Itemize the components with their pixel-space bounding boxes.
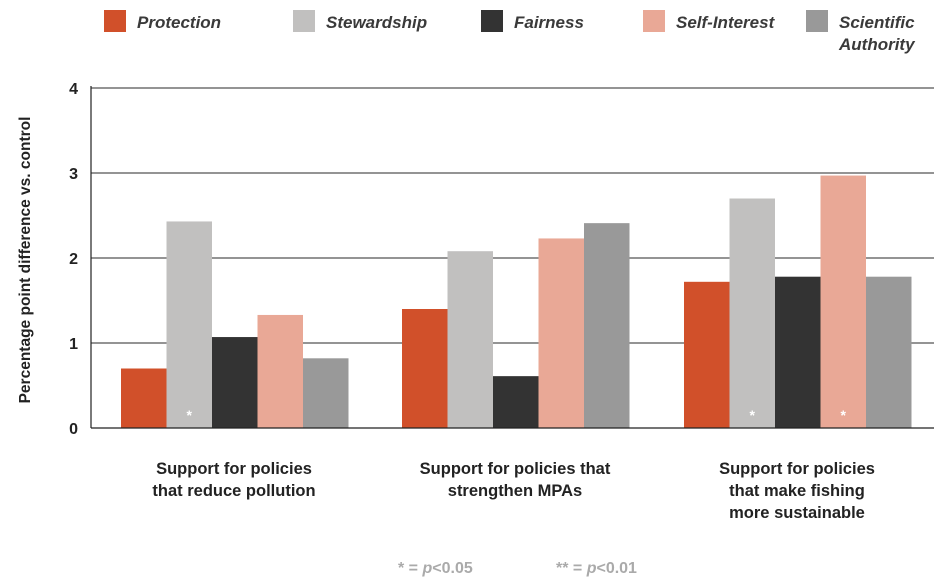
category-label: Support for policies (719, 460, 875, 478)
footnote-equals: = (404, 560, 422, 577)
footnote-value: <0.01 (596, 560, 637, 577)
bar-protection-1 (402, 309, 448, 428)
legend-label: Fairness (514, 13, 584, 32)
bar-protection-2 (684, 281, 730, 428)
y-ticks: 0 1 2 3 4 (69, 81, 78, 438)
legend-swatch-self-interest (643, 10, 665, 32)
y-axis-label: Percentage point difference vs. control (17, 117, 34, 404)
footnote-p05: * = p<0.05 (398, 560, 473, 577)
legend-swatch-stewardship (293, 10, 315, 32)
category-label: strengthen MPAs (448, 482, 582, 500)
footnote-stars: ** (556, 560, 569, 577)
footnote-p: p (421, 560, 432, 577)
legend-swatch-fairness (481, 10, 503, 32)
footnote-equals: = (568, 560, 586, 577)
category-label: more sustainable (729, 504, 865, 522)
legend-label: Protection (137, 13, 221, 32)
significance-mark: * (750, 407, 756, 423)
y-tick-label: 2 (69, 251, 78, 268)
bar-stewardship-2 (729, 198, 775, 428)
y-tick-label: 4 (69, 81, 78, 98)
category-label: that make fishing (729, 482, 865, 500)
legend-label: Stewardship (326, 13, 427, 32)
legend: Protection Stewardship Fairness Self-Intere… (104, 10, 916, 54)
significance-mark: * (187, 407, 193, 423)
legend-swatch-scientific-authority (806, 10, 828, 32)
category-labels: Support for policies that reduce pollutio… (152, 460, 875, 522)
bar-self-interest-2 (820, 175, 866, 428)
y-tick-label: 1 (69, 336, 78, 353)
bar-scientific-authority-1 (584, 223, 630, 428)
bar-stewardship-0 (166, 221, 212, 428)
bar-fairness-2 (775, 276, 821, 428)
legend-label: Scientific (839, 13, 915, 32)
bar-fairness-1 (493, 376, 539, 428)
footnote-stars: * (398, 560, 405, 577)
footnote-value: <0.05 (432, 560, 473, 577)
bar-protection-0 (121, 368, 167, 428)
bar-stewardship-1 (447, 251, 493, 428)
bar-scientific-authority-0 (303, 358, 349, 428)
significance-mark: * (841, 407, 847, 423)
bar-fairness-0 (212, 337, 258, 428)
bar-scientific-authority-2 (866, 276, 912, 428)
footnote-p: p (586, 560, 597, 577)
legend-swatch-protection (104, 10, 126, 32)
category-label: Support for policies (156, 460, 312, 478)
y-tick-label: 0 (69, 421, 78, 438)
bar-self-interest-1 (538, 238, 584, 428)
footnote-p01: ** = p<0.01 (556, 560, 637, 577)
category-label: Support for policies that (420, 460, 611, 478)
y-tick-label: 3 (69, 166, 78, 183)
legend-label: Authority (838, 35, 916, 54)
bars: * * * (121, 175, 912, 428)
significance-footnotes: * = p<0.05 ** = p<0.01 (398, 560, 637, 577)
bar-self-interest-0 (257, 314, 303, 428)
category-label: that reduce pollution (152, 482, 315, 500)
legend-label: Self-Interest (676, 13, 776, 32)
